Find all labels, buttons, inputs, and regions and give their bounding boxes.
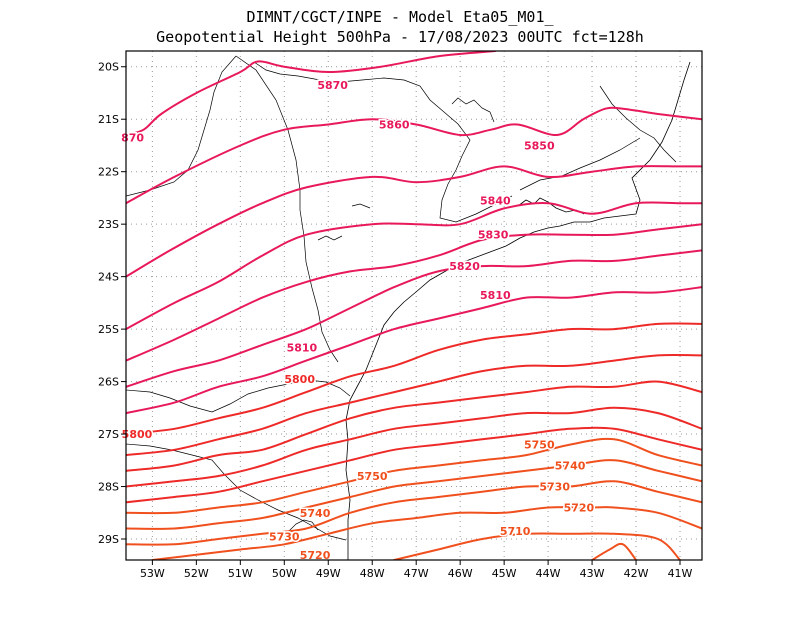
contour-5760 [126, 426, 702, 504]
state-border-ms-sp [299, 209, 339, 363]
lon-tick-label: 51W [228, 567, 253, 580]
lat-tick-label: 29S [98, 533, 119, 546]
lat-tick-label: 22S [98, 166, 119, 179]
contour-label: 5810 [287, 341, 318, 354]
atlantic-coastline [345, 61, 691, 560]
lon-tick-label: 48W [360, 567, 385, 580]
contour-label: 5800 [122, 428, 153, 441]
plot-frame [125, 50, 703, 561]
contour-5870 [126, 51, 497, 136]
contour-label: 5850 [524, 139, 555, 152]
contour-label: 5750 [357, 470, 388, 483]
reservoir-furnas [451, 97, 495, 123]
lon-tick-label: 41W [668, 567, 693, 580]
contour-5840 [126, 201, 702, 331]
lat-tick-label: 26S [98, 376, 119, 389]
lagoa-dos-patos [287, 519, 319, 533]
guanabara-bay [517, 197, 585, 215]
contour-label: 5840 [480, 195, 511, 208]
contour-5780 [126, 380, 702, 472]
lon-tick-label: 53W [140, 567, 165, 580]
contour-label: 5730 [539, 481, 570, 494]
lat-tick-label: 28S [98, 481, 119, 494]
contour-label: 5750 [524, 439, 555, 452]
axis-ticks: 20S 21S 22S 23S 24S 25S 26S 27S 28S 29S 53W 52W 51W 5… [98, 61, 693, 580]
state-border-mg-es [599, 85, 677, 163]
contour-label: 5730 [269, 530, 300, 543]
contour-label: 5830 [478, 229, 509, 242]
lat-tick-label: 25S [98, 323, 119, 336]
lon-tick-label: 43W [580, 567, 605, 580]
lat-tick-label: 20S [98, 61, 119, 74]
contour-5720 [151, 506, 702, 560]
contour-5700 [591, 542, 637, 560]
lon-tick-label: 42W [624, 567, 649, 580]
contour-5790 [126, 354, 702, 457]
map-title-line-2: Geopotential Height 500hPa - 17/08/2023 … [156, 28, 644, 46]
graticule-grid [126, 51, 702, 560]
contour-label: 5720 [300, 549, 331, 562]
lat-tick-label: 21S [98, 113, 119, 126]
coastline-and-borders [126, 55, 691, 560]
contour-label: 5800 [284, 373, 315, 386]
lon-tick-label: 44W [536, 567, 561, 580]
contour-label: 5860 [379, 118, 410, 131]
contour-5750 [126, 437, 702, 515]
state-border-go-ms [126, 55, 237, 197]
parana-river [235, 55, 301, 210]
contour-5740 [126, 459, 702, 530]
contour-5730 [126, 480, 702, 546]
lon-tick-label: 52W [184, 567, 209, 580]
contour-5860 [126, 106, 702, 205]
contour-label: 5820 [449, 260, 480, 273]
lon-tick-label: 49W [316, 567, 341, 580]
contour-5770 [126, 406, 702, 488]
contour-5810 [126, 286, 702, 415]
map-title-line-1: DIMNT/CGCT/INPE - Model Eta05_M01_ [246, 8, 554, 26]
state-border-mg-rj [519, 137, 641, 191]
lon-tick-label: 46W [448, 567, 473, 580]
contour-label: 5720 [564, 502, 595, 515]
contour-label: 5740 [555, 460, 586, 473]
contour-5800 [126, 322, 702, 436]
contour-label: 5870 [317, 79, 348, 92]
lat-tick-label: 23S [98, 218, 119, 231]
lon-tick-label: 45W [492, 567, 517, 580]
lat-tick-label: 27S [98, 428, 119, 441]
state-border-pr-sc [126, 379, 351, 413]
reservoir-small [351, 203, 371, 209]
lat-tick-label: 24S [98, 271, 119, 284]
contour-5820 [126, 249, 702, 388]
height-contours [126, 51, 702, 560]
contour-label: 5810 [480, 289, 511, 302]
state-border-sp-mg [253, 61, 513, 223]
contour-5830 [126, 223, 702, 362]
lon-tick-label: 50W [272, 567, 297, 580]
contour-label: 5710 [500, 525, 531, 538]
contour-label: 5740 [300, 507, 331, 520]
reservoir-itaipu [317, 235, 343, 241]
contour-label: 870 [121, 132, 144, 145]
contour-labels: 5870 870 5860 5850 5840 5830 5820 5810 5810 5800 5… [120, 78, 596, 564]
contour-5850 [126, 165, 702, 278]
contour-5710 [393, 532, 681, 560]
lon-tick-label: 47W [404, 567, 429, 580]
